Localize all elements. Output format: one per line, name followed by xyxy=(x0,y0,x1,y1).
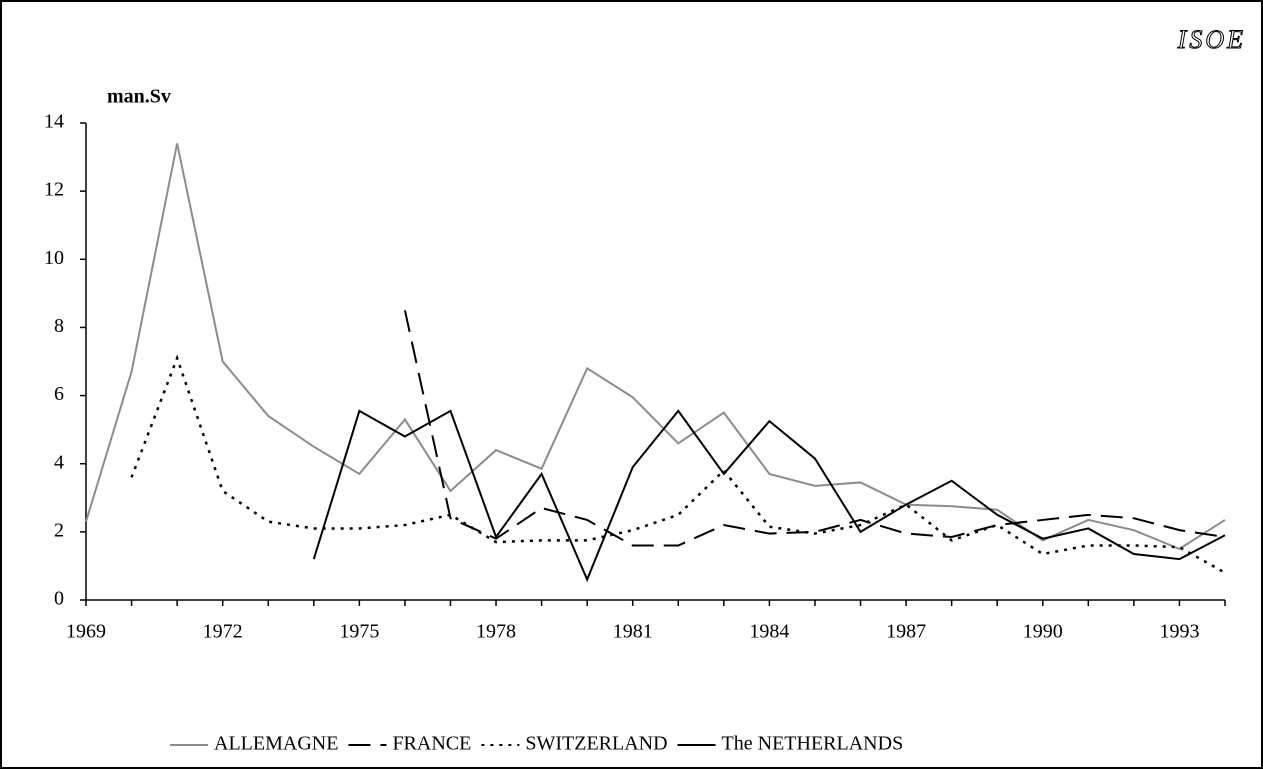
legend-label: ALLEMAGNE xyxy=(214,733,338,755)
legend-label: The NETHERLANDS xyxy=(722,733,904,755)
y-tick-label: 10 xyxy=(44,247,64,269)
x-tick-label: 1975 xyxy=(339,621,379,643)
y-axis-label: man.Sv xyxy=(107,86,171,108)
x-tick-label: 1987 xyxy=(886,621,926,643)
legend-label: SWITZERLAND xyxy=(525,733,667,755)
y-tick-label: 14 xyxy=(44,111,64,133)
legend-label: FRANCE xyxy=(392,733,471,755)
series-line xyxy=(403,310,1226,547)
y-tick-label: 0 xyxy=(54,588,64,610)
x-tick-label: 1981 xyxy=(613,621,653,643)
x-tick-label: 1978 xyxy=(476,621,516,643)
watermark: ISOE xyxy=(1177,25,1246,54)
y-tick-label: 12 xyxy=(44,179,64,201)
y-tick-label: 6 xyxy=(54,383,64,405)
x-tick-label: 1990 xyxy=(1023,621,1063,643)
series-line xyxy=(312,409,1226,583)
y-tick-label: 2 xyxy=(54,519,64,541)
series-line xyxy=(130,354,1226,574)
x-tick-label: 1993 xyxy=(1159,621,1199,643)
x-tick-label: 1984 xyxy=(749,621,789,643)
y-tick-label: 4 xyxy=(54,451,64,473)
x-tick-label: 1969 xyxy=(66,621,106,643)
y-tick-label: 8 xyxy=(54,315,64,337)
x-tick-label: 1972 xyxy=(203,621,243,643)
